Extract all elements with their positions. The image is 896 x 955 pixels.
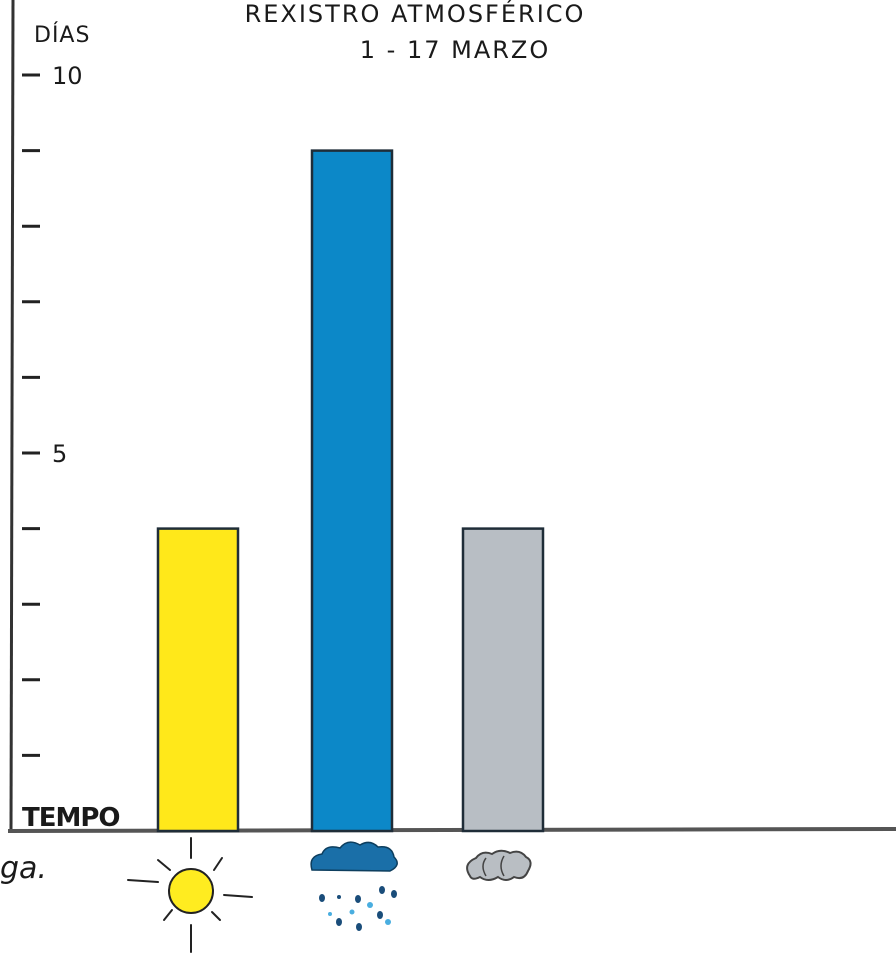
bars bbox=[156, 149, 545, 833]
y-ticks: 5 10 bbox=[22, 62, 83, 757]
y-tick-label-5: 5 bbox=[52, 440, 67, 468]
sun-icon bbox=[127, 837, 253, 953]
bar-rain-cloud bbox=[310, 149, 394, 833]
x-axis bbox=[7, 827, 896, 833]
bar-cloud bbox=[461, 527, 545, 833]
y-tick-label-10: 10 bbox=[52, 62, 83, 90]
rain-cloud-icon bbox=[310, 841, 398, 931]
y-axis bbox=[9, 0, 15, 833]
x-axis-label: TEMPO bbox=[22, 803, 120, 833]
y-axis-label: DÍAS bbox=[34, 22, 90, 48]
bar-sun bbox=[156, 527, 240, 833]
cloud-icon bbox=[466, 849, 532, 881]
margin-scribble: ga. bbox=[0, 851, 47, 886]
chart-subtitle: 1 - 17 MARZO bbox=[360, 36, 551, 64]
chart-title: REXISTRO ATMOSFÉRICO bbox=[245, 0, 586, 28]
